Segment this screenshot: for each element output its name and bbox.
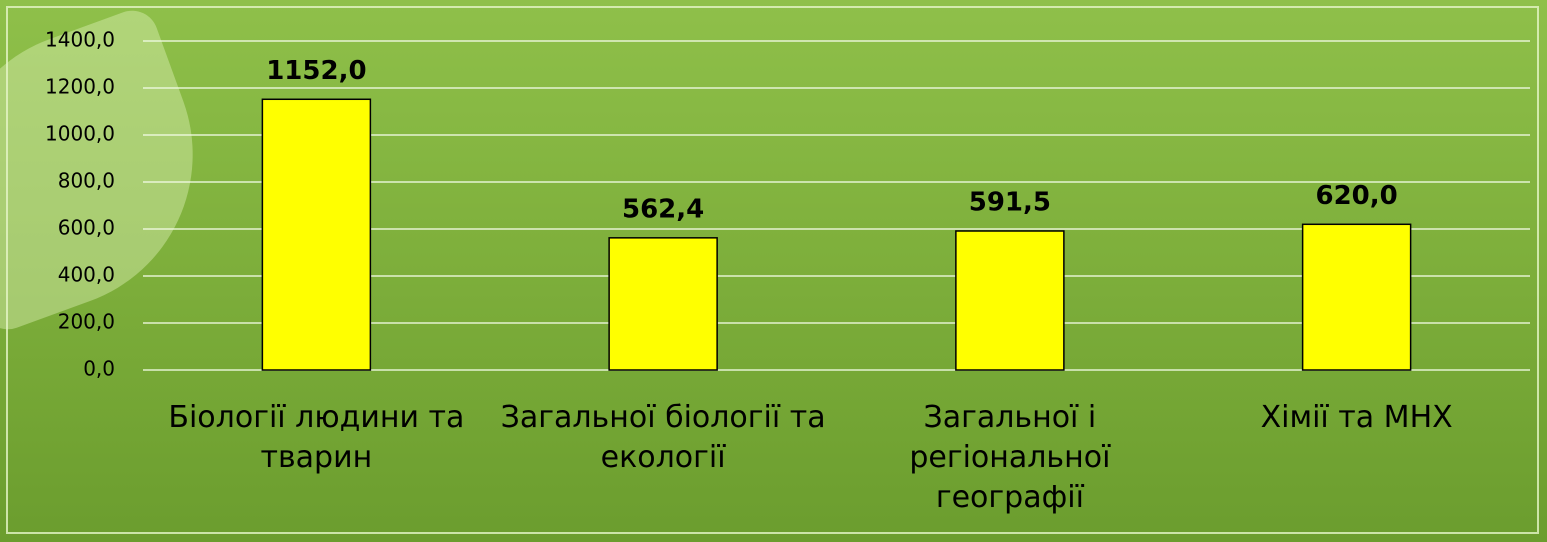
y-tick-label: 1200,0 (45, 75, 115, 99)
x-tick-label: Хімії та МНХ (1187, 398, 1527, 438)
bar (956, 231, 1064, 370)
y-tick-label: 0,0 (83, 357, 115, 381)
x-tick-label: Загальної і регіональної географії (840, 398, 1180, 518)
y-tick-label: 200,0 (58, 310, 115, 334)
y-tick-label: 400,0 (58, 263, 115, 287)
bar (609, 238, 717, 370)
bar (262, 99, 370, 370)
value-label: 562,4 (622, 194, 704, 224)
y-tick-label: 800,0 (58, 169, 115, 193)
x-tick-label: Загальної біології та екології (493, 398, 833, 478)
y-tick-label: 1000,0 (45, 122, 115, 146)
slide: 0,0 200,0 400,0 600,0 800,0 1000,0 1200,0 1400,… (0, 0, 1547, 542)
x-tick-label: Біології людини та тварин (146, 398, 486, 478)
value-label: 591,5 (969, 187, 1051, 217)
value-label: 1152,0 (266, 56, 366, 86)
y-tick-label: 1400,0 (45, 28, 115, 52)
y-tick-label: 600,0 (58, 216, 115, 240)
value-label: 620,0 (1316, 181, 1398, 211)
bar (1303, 224, 1411, 370)
